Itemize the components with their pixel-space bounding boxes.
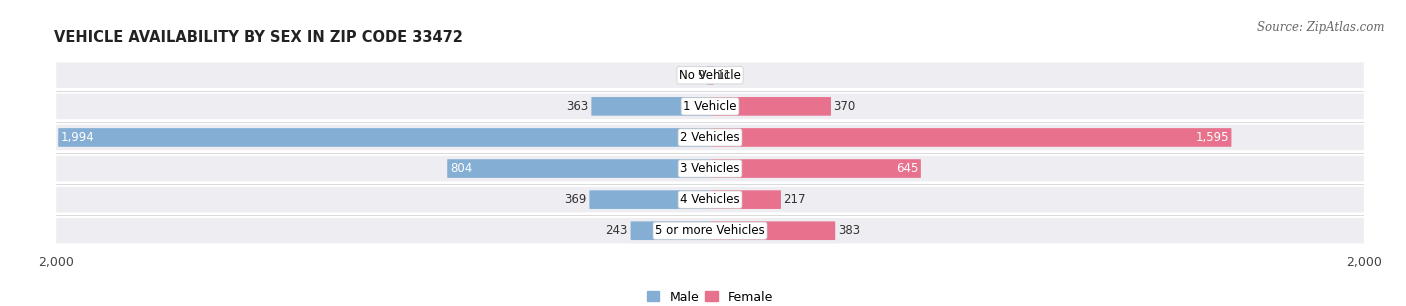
FancyBboxPatch shape — [56, 62, 1364, 88]
Legend: Male, Female: Male, Female — [643, 287, 778, 306]
Text: 1,595: 1,595 — [1195, 131, 1229, 144]
FancyBboxPatch shape — [56, 94, 1364, 119]
FancyBboxPatch shape — [56, 156, 1364, 181]
Text: VEHICLE AVAILABILITY BY SEX IN ZIP CODE 33472: VEHICLE AVAILABILITY BY SEX IN ZIP CODE … — [53, 30, 463, 45]
Text: 2 Vehicles: 2 Vehicles — [681, 131, 740, 144]
Text: 5 or more Vehicles: 5 or more Vehicles — [655, 224, 765, 237]
FancyBboxPatch shape — [592, 97, 710, 116]
Text: 369: 369 — [564, 193, 586, 206]
Text: No Vehicle: No Vehicle — [679, 69, 741, 82]
Text: 1 Vehicle: 1 Vehicle — [683, 100, 737, 113]
FancyBboxPatch shape — [56, 187, 1364, 212]
FancyBboxPatch shape — [710, 128, 1232, 147]
FancyBboxPatch shape — [710, 159, 921, 178]
Text: 9: 9 — [697, 69, 704, 82]
FancyBboxPatch shape — [58, 128, 710, 147]
FancyBboxPatch shape — [710, 221, 835, 240]
Text: 4 Vehicles: 4 Vehicles — [681, 193, 740, 206]
FancyBboxPatch shape — [707, 66, 710, 85]
FancyBboxPatch shape — [589, 190, 710, 209]
Text: 3 Vehicles: 3 Vehicles — [681, 162, 740, 175]
Text: 217: 217 — [783, 193, 806, 206]
Text: 1,994: 1,994 — [60, 131, 94, 144]
FancyBboxPatch shape — [56, 125, 1364, 150]
Text: 11: 11 — [716, 69, 731, 82]
FancyBboxPatch shape — [56, 218, 1364, 244]
Text: 804: 804 — [450, 162, 472, 175]
Text: 370: 370 — [834, 100, 856, 113]
Text: Source: ZipAtlas.com: Source: ZipAtlas.com — [1257, 21, 1385, 34]
FancyBboxPatch shape — [631, 221, 710, 240]
Text: 383: 383 — [838, 224, 860, 237]
FancyBboxPatch shape — [710, 97, 831, 116]
Text: 243: 243 — [606, 224, 628, 237]
FancyBboxPatch shape — [710, 190, 780, 209]
Text: 645: 645 — [896, 162, 918, 175]
FancyBboxPatch shape — [447, 159, 710, 178]
Text: 363: 363 — [567, 100, 589, 113]
FancyBboxPatch shape — [710, 66, 714, 85]
